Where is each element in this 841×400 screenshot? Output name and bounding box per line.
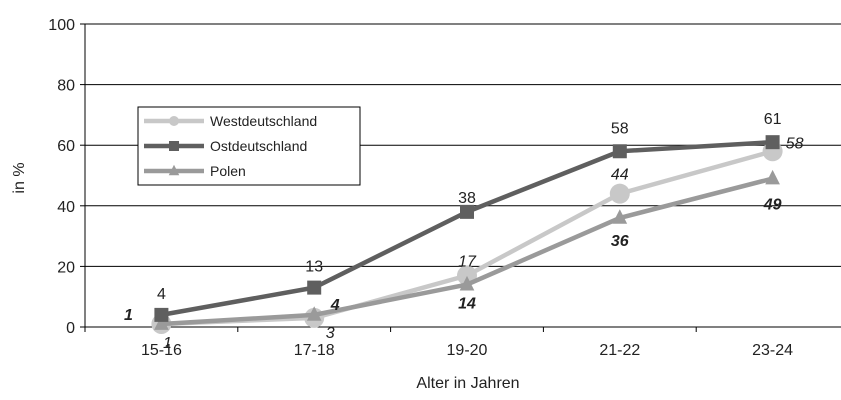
- data-label-westdeutschland: 58: [786, 135, 804, 152]
- data-label-polen: 49: [763, 197, 782, 214]
- point-ostdeutschland: [460, 204, 474, 219]
- y-tick-label: 40: [57, 199, 75, 216]
- x-tick-label: 19-20: [447, 342, 488, 359]
- x-tick-label: 15-16: [141, 342, 182, 359]
- x-tick-label: 21-22: [599, 342, 640, 359]
- legend: Westdeutschland Ostdeutschland Polen: [137, 106, 361, 186]
- data-label-polen: 14: [458, 296, 476, 313]
- data-label-westdeutschland: 44: [611, 167, 629, 184]
- data-label-polen: 36: [611, 233, 629, 250]
- data-label-polen: 1: [124, 307, 133, 324]
- data-label-ostdeutschland: 38: [458, 190, 476, 207]
- x-tick-label: 23-24: [752, 342, 793, 359]
- point-polen: [459, 275, 475, 291]
- data-label-ostdeutschland: 13: [305, 259, 323, 276]
- data-label-westdeutschland: 3: [326, 325, 335, 342]
- legend-item: Westdeutschland: [144, 113, 317, 129]
- data-label-ostdeutschland: 58: [611, 120, 629, 137]
- legend-marker: [169, 116, 179, 126]
- y-tick-label: 100: [48, 17, 75, 34]
- data-label-polen: 4: [330, 297, 340, 314]
- x-tick-label: 17-18: [294, 342, 335, 359]
- data-label-westdeutschland: 1: [163, 335, 172, 352]
- data-label-westdeutschland: 17: [458, 253, 477, 270]
- y-tick-label: 80: [57, 78, 75, 95]
- point-polen: [154, 315, 169, 330]
- point-polen: [306, 306, 322, 321]
- point-ostdeutschland: [307, 280, 322, 295]
- point-ostdeutschland: [154, 307, 169, 322]
- series-group: [151, 135, 783, 334]
- legend-label: Ostdeutschland: [210, 138, 307, 154]
- y-tick-label: 60: [57, 138, 75, 155]
- axes: 0 20 40 60 80 100 15-16 17-18 19-20 21-22 23-24: [48, 17, 841, 359]
- legend-item: Polen: [144, 163, 246, 179]
- y-tick-label: 0: [66, 320, 75, 337]
- legend-marker: [169, 141, 179, 151]
- legend-item: Ostdeutschland: [144, 138, 307, 154]
- point-westdeutschland: [609, 183, 630, 204]
- y-axis-title: in %: [11, 162, 28, 193]
- point-polen: [765, 169, 780, 185]
- data-label-ostdeutschland: 4: [157, 286, 166, 303]
- y-tick-label: 20: [57, 259, 75, 276]
- point-ostdeutschland: [612, 144, 627, 159]
- data-label-ostdeutschland: 61: [764, 111, 782, 128]
- legend-label: Polen: [210, 163, 246, 179]
- legend-label: Westdeutschland: [210, 113, 317, 129]
- x-axis-title: Alter in Jahren: [416, 375, 519, 392]
- point-ostdeutschland: [765, 135, 780, 150]
- legend-marker: [168, 164, 180, 176]
- point-polen: [612, 209, 628, 224]
